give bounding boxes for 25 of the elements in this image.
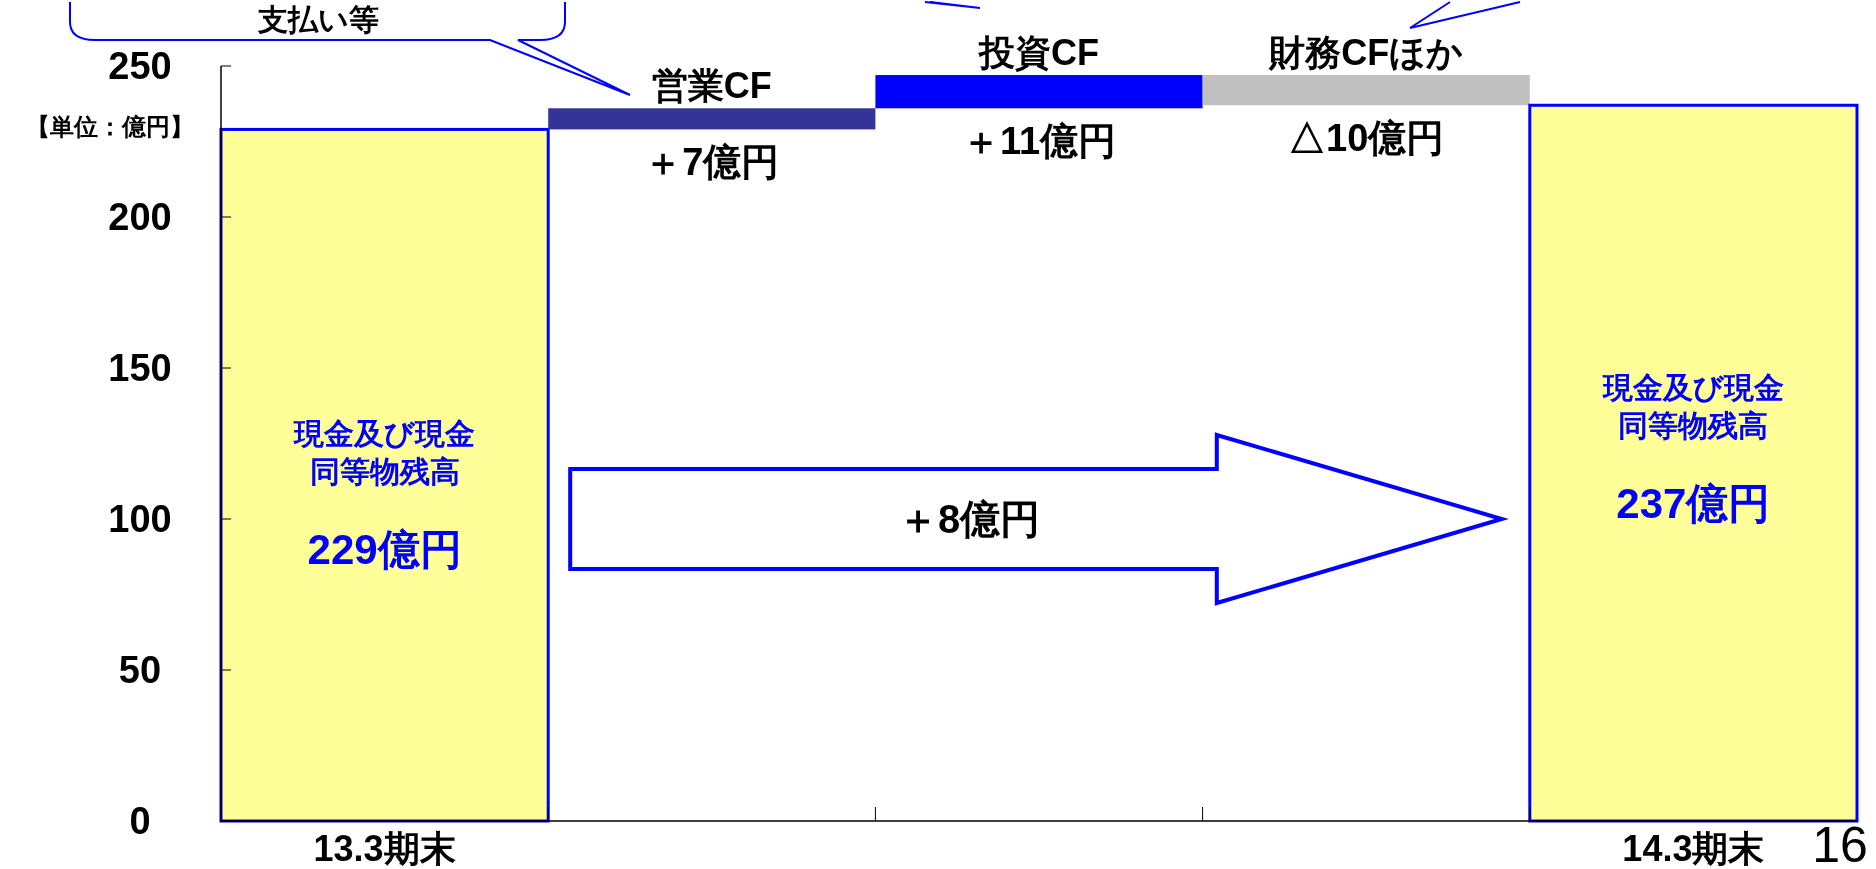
data-label: ＋11億円 xyxy=(961,120,1117,163)
x-tick-label: 14.3期末 xyxy=(1622,828,1765,869)
annotation: 現金及び現金同等物残高 xyxy=(1601,371,1784,443)
bar xyxy=(875,75,1203,109)
annotation: 現金及び現金同等物残高 xyxy=(293,416,476,488)
x-tick-label: 財務CFほか xyxy=(1268,32,1464,74)
y-tick-label: 50 xyxy=(118,649,162,692)
y-tick-label: 100 xyxy=(108,498,172,541)
x-tick-label: 13.3期末 xyxy=(313,828,456,869)
data-label: ＋7億円 xyxy=(644,141,780,184)
y-axis-title: 【単位：億円】 xyxy=(26,113,194,141)
x-tick-label: 投資CF xyxy=(977,32,1099,74)
y-tick-label: 250 xyxy=(108,45,172,88)
annotation: ＋8億円 xyxy=(897,497,1041,541)
data-label: 237億円 xyxy=(1616,480,1771,528)
text: 支払い等 xyxy=(256,3,379,36)
y-tick-label: 150 xyxy=(108,347,172,390)
annotation: 16 xyxy=(1812,817,1868,869)
y-tick-label: 200 xyxy=(108,196,172,239)
bar xyxy=(548,108,876,130)
y-tick-label: 0 xyxy=(129,800,151,843)
x-tick-label: 営業CF xyxy=(651,65,772,107)
data-label: △10億円 xyxy=(1288,117,1445,160)
data-label: 229億円 xyxy=(307,525,462,573)
bar xyxy=(1202,75,1530,106)
